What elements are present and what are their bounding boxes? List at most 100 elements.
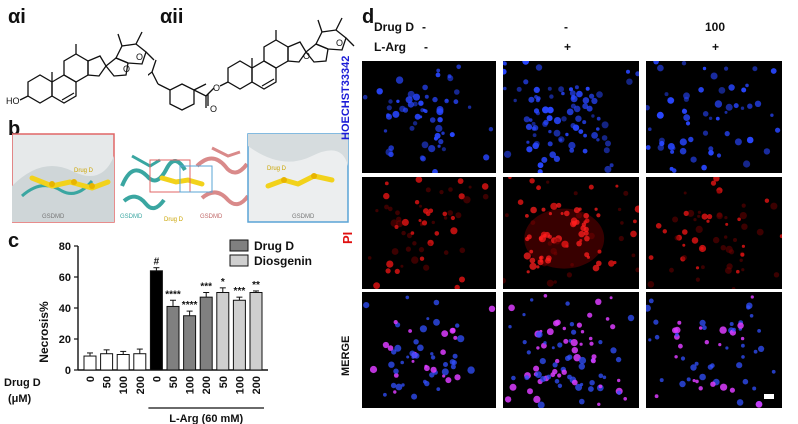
cell <box>401 218 409 226</box>
cell <box>683 191 687 195</box>
cell <box>387 345 394 351</box>
cell <box>716 189 721 195</box>
cell <box>508 325 512 329</box>
cell <box>546 374 552 380</box>
cell <box>503 68 507 75</box>
cell <box>450 215 455 221</box>
cell <box>779 234 782 239</box>
scale-bar <box>764 394 774 399</box>
bar <box>83 355 97 371</box>
cell <box>764 198 770 203</box>
cell <box>419 155 425 161</box>
cell <box>568 141 576 150</box>
cell <box>375 209 379 213</box>
cell <box>447 210 453 216</box>
cell <box>415 177 423 183</box>
cell <box>654 394 659 399</box>
bar <box>166 305 180 371</box>
cell <box>584 235 590 242</box>
legend-swatch <box>229 254 249 267</box>
cell <box>553 320 560 327</box>
cell <box>657 64 664 72</box>
cell <box>601 135 608 141</box>
cell <box>412 121 418 126</box>
dose-label: 200 <box>135 376 147 394</box>
cell <box>710 381 716 387</box>
cell <box>426 317 430 321</box>
cell <box>383 129 388 133</box>
cell <box>596 116 601 121</box>
cell <box>587 312 593 318</box>
cell <box>741 268 745 272</box>
cell <box>434 231 440 236</box>
cell <box>729 387 735 393</box>
cell <box>570 339 578 347</box>
cell <box>623 190 629 196</box>
cell <box>728 84 735 91</box>
cell <box>419 204 422 208</box>
cell <box>571 329 577 335</box>
cell <box>435 72 441 78</box>
cell <box>741 87 747 93</box>
cell <box>770 68 777 74</box>
cell <box>536 331 543 338</box>
cell <box>505 213 509 218</box>
cell <box>395 210 400 216</box>
cell <box>671 146 676 150</box>
cell <box>411 355 415 359</box>
cell <box>724 216 728 220</box>
cell <box>752 66 758 72</box>
cell <box>423 208 429 214</box>
cell <box>589 93 595 99</box>
cell <box>394 344 402 352</box>
cell <box>597 249 602 254</box>
dose-label: 200 <box>251 376 263 394</box>
cell <box>718 87 726 94</box>
cell <box>533 395 541 403</box>
cell <box>433 299 440 306</box>
cell <box>394 225 399 229</box>
cell <box>687 209 695 217</box>
cell <box>569 87 573 92</box>
cell <box>583 133 587 138</box>
legend-label: Diosgenin <box>254 254 312 268</box>
cell <box>603 147 610 154</box>
cell <box>386 260 394 268</box>
cell <box>605 140 611 147</box>
cell <box>648 338 652 342</box>
cell <box>582 97 590 104</box>
cell <box>743 160 751 168</box>
cell <box>573 191 578 196</box>
cell <box>680 356 686 361</box>
cell <box>718 343 722 347</box>
cell <box>536 265 540 269</box>
row-label-merge: MERGE <box>340 335 352 376</box>
y-axis-label: Necrosis% <box>37 301 51 363</box>
cell <box>569 148 575 153</box>
larg-value-col2: + <box>564 40 572 54</box>
cell <box>528 96 535 103</box>
cell <box>575 115 582 122</box>
cell <box>710 72 718 80</box>
header-larg-label: L-Arg <box>374 40 406 54</box>
cell <box>656 111 664 119</box>
cell <box>736 399 744 406</box>
docking-right-protein-label: GSDMD <box>292 214 315 220</box>
cell <box>396 99 400 103</box>
cell <box>702 66 707 71</box>
panel-letter-ai: αi <box>8 6 26 28</box>
cell <box>422 84 428 91</box>
cell <box>538 235 546 243</box>
larg-value-col3: + <box>712 40 720 54</box>
y-tick-label: 20 <box>59 334 71 346</box>
cell <box>394 268 400 274</box>
cell <box>725 267 732 274</box>
cell <box>672 327 678 334</box>
cell <box>556 202 562 208</box>
cell <box>741 244 745 248</box>
cell <box>724 110 728 114</box>
structure-diosgenin: HO O O <box>6 31 155 106</box>
panel-letter-c: c <box>8 230 20 252</box>
cell <box>539 255 544 260</box>
bar <box>100 353 114 371</box>
